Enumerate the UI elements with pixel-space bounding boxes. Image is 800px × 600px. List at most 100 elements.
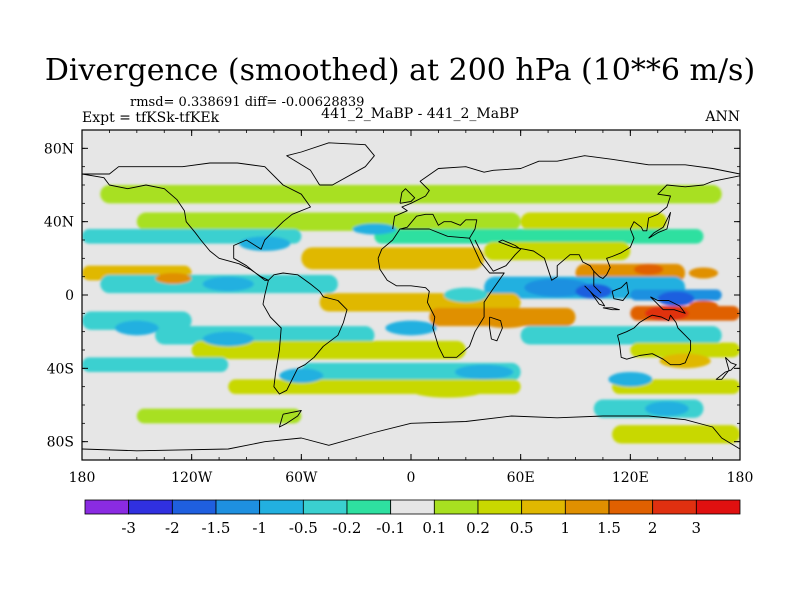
- case-label: 441_2_MaBP - 441_2_MaBP: [321, 106, 519, 122]
- coastline: [611, 281, 629, 301]
- colorbar-label: -1: [252, 519, 267, 537]
- field-blob: [202, 276, 254, 292]
- colorbar-swatch: [477, 499, 523, 515]
- field-blob: [688, 267, 719, 279]
- colorbar-label: 1: [561, 519, 571, 537]
- field-blob: [202, 331, 254, 347]
- x-tick-label: 120W: [171, 470, 213, 486]
- field-blob: [644, 401, 689, 416]
- field-band: [301, 247, 485, 270]
- colorbar-label: 2: [648, 519, 658, 537]
- field-band: [191, 340, 466, 360]
- x-tick-label: 60E: [507, 470, 535, 486]
- coastline: [584, 285, 606, 307]
- field-band: [484, 241, 631, 261]
- stats-label: rmsd= 0.338691 diff= -0.00628839: [130, 95, 365, 110]
- colorbar-swatch: [215, 499, 261, 515]
- coastline: [489, 316, 503, 342]
- coastline: [650, 296, 686, 314]
- coastline: [392, 155, 740, 230]
- field-band: [520, 326, 722, 345]
- field-band: [136, 408, 302, 424]
- coastline: [715, 356, 737, 380]
- field-blob: [644, 306, 689, 321]
- colorbar-swatch: [390, 499, 435, 515]
- y-tick-label: 40N: [44, 215, 74, 231]
- coastline: [82, 415, 740, 452]
- colorbar-swatch: [521, 499, 566, 515]
- field-blob: [633, 263, 664, 275]
- field-blob: [608, 372, 653, 387]
- y-tick-label: 80N: [44, 141, 74, 157]
- x-tick-label: 180: [727, 470, 754, 486]
- field-blob: [575, 284, 613, 299]
- colorbar-swatch: [433, 499, 479, 515]
- colorbar-swatch: [84, 499, 130, 515]
- colorbar-swatch: [652, 499, 697, 515]
- axes: 180 120W 60W 0 60E 120E 180 80N 40N 0 40S 80S: [44, 129, 754, 486]
- colorbar-label: 1.5: [597, 519, 621, 537]
- y-tick-label: 80S: [47, 435, 74, 451]
- colorbar-label: 0.5: [510, 519, 534, 537]
- field-band: [374, 229, 704, 244]
- colorbar-label: -0.2: [333, 519, 362, 537]
- coastline: [648, 212, 671, 239]
- coastline: [286, 142, 375, 186]
- field-blob: [239, 236, 291, 252]
- coastline: [399, 188, 416, 204]
- y-tick-label: 0: [65, 288, 74, 304]
- field-blob: [279, 368, 324, 383]
- x-tick-label: 60W: [285, 470, 318, 486]
- x-tick-label: 0: [407, 470, 416, 486]
- colorbar-label: -0.5: [289, 519, 318, 537]
- coastline: [377, 228, 505, 358]
- field-blob: [688, 300, 719, 312]
- coastline: [617, 314, 692, 366]
- colorbar-label: 0.2: [466, 519, 490, 537]
- coastline: [602, 307, 620, 311]
- field-band: [630, 342, 740, 358]
- colorbar: -3 -2 -1.5 -1 -0.5 -0.2 -0.1 0.1 0.2 0.5 1 1.5 2 3: [84, 499, 741, 537]
- colorbar-swatch: [259, 499, 304, 515]
- field-blob: [480, 313, 532, 328]
- colorbar-swatch: [695, 499, 741, 515]
- colorbar-label: 3: [692, 519, 702, 537]
- experiment-label: Expt = tfKSk-tfKEk: [82, 110, 220, 126]
- field-blob: [454, 364, 514, 380]
- colorbar-swatch: [608, 499, 654, 515]
- season-label: ANN: [705, 109, 740, 125]
- field-band: [612, 425, 740, 444]
- chart-title: Divergence (smoothed) at 200 hPa (10**6 …: [44, 53, 756, 88]
- colorbar-label: 0.1: [422, 519, 446, 537]
- coastline: [399, 213, 478, 239]
- coastline: [593, 271, 602, 294]
- field-band: [136, 212, 521, 231]
- x-tick-label: 180: [69, 470, 96, 486]
- colorbar-label: -2: [165, 519, 180, 537]
- field-blob: [114, 320, 159, 336]
- field-blob: [155, 273, 192, 284]
- coastline: [474, 175, 740, 281]
- field-blob: [659, 353, 711, 369]
- colorbar-swatch: [128, 499, 173, 515]
- coastline: [278, 410, 302, 428]
- field-blob: [657, 291, 695, 306]
- x-tick-label: 120E: [612, 470, 649, 486]
- field-blob: [443, 287, 488, 303]
- y-tick-label: 40S: [47, 361, 74, 377]
- field-band: [520, 212, 667, 231]
- field-blob: [411, 383, 485, 398]
- field-blob: [524, 278, 591, 297]
- colorbar-swatch: [171, 499, 217, 515]
- field-blob: [352, 223, 397, 235]
- colorbar-label: -0.1: [376, 519, 405, 537]
- coastline: [262, 272, 348, 395]
- field-band: [82, 357, 229, 372]
- coastline: [82, 162, 311, 281]
- colorbar-label: -1.5: [202, 519, 231, 537]
- colorbar-label: -3: [121, 519, 136, 537]
- colorbar-swatch: [564, 499, 610, 515]
- coastlines: [82, 142, 740, 452]
- colorbar-swatch: [346, 499, 392, 515]
